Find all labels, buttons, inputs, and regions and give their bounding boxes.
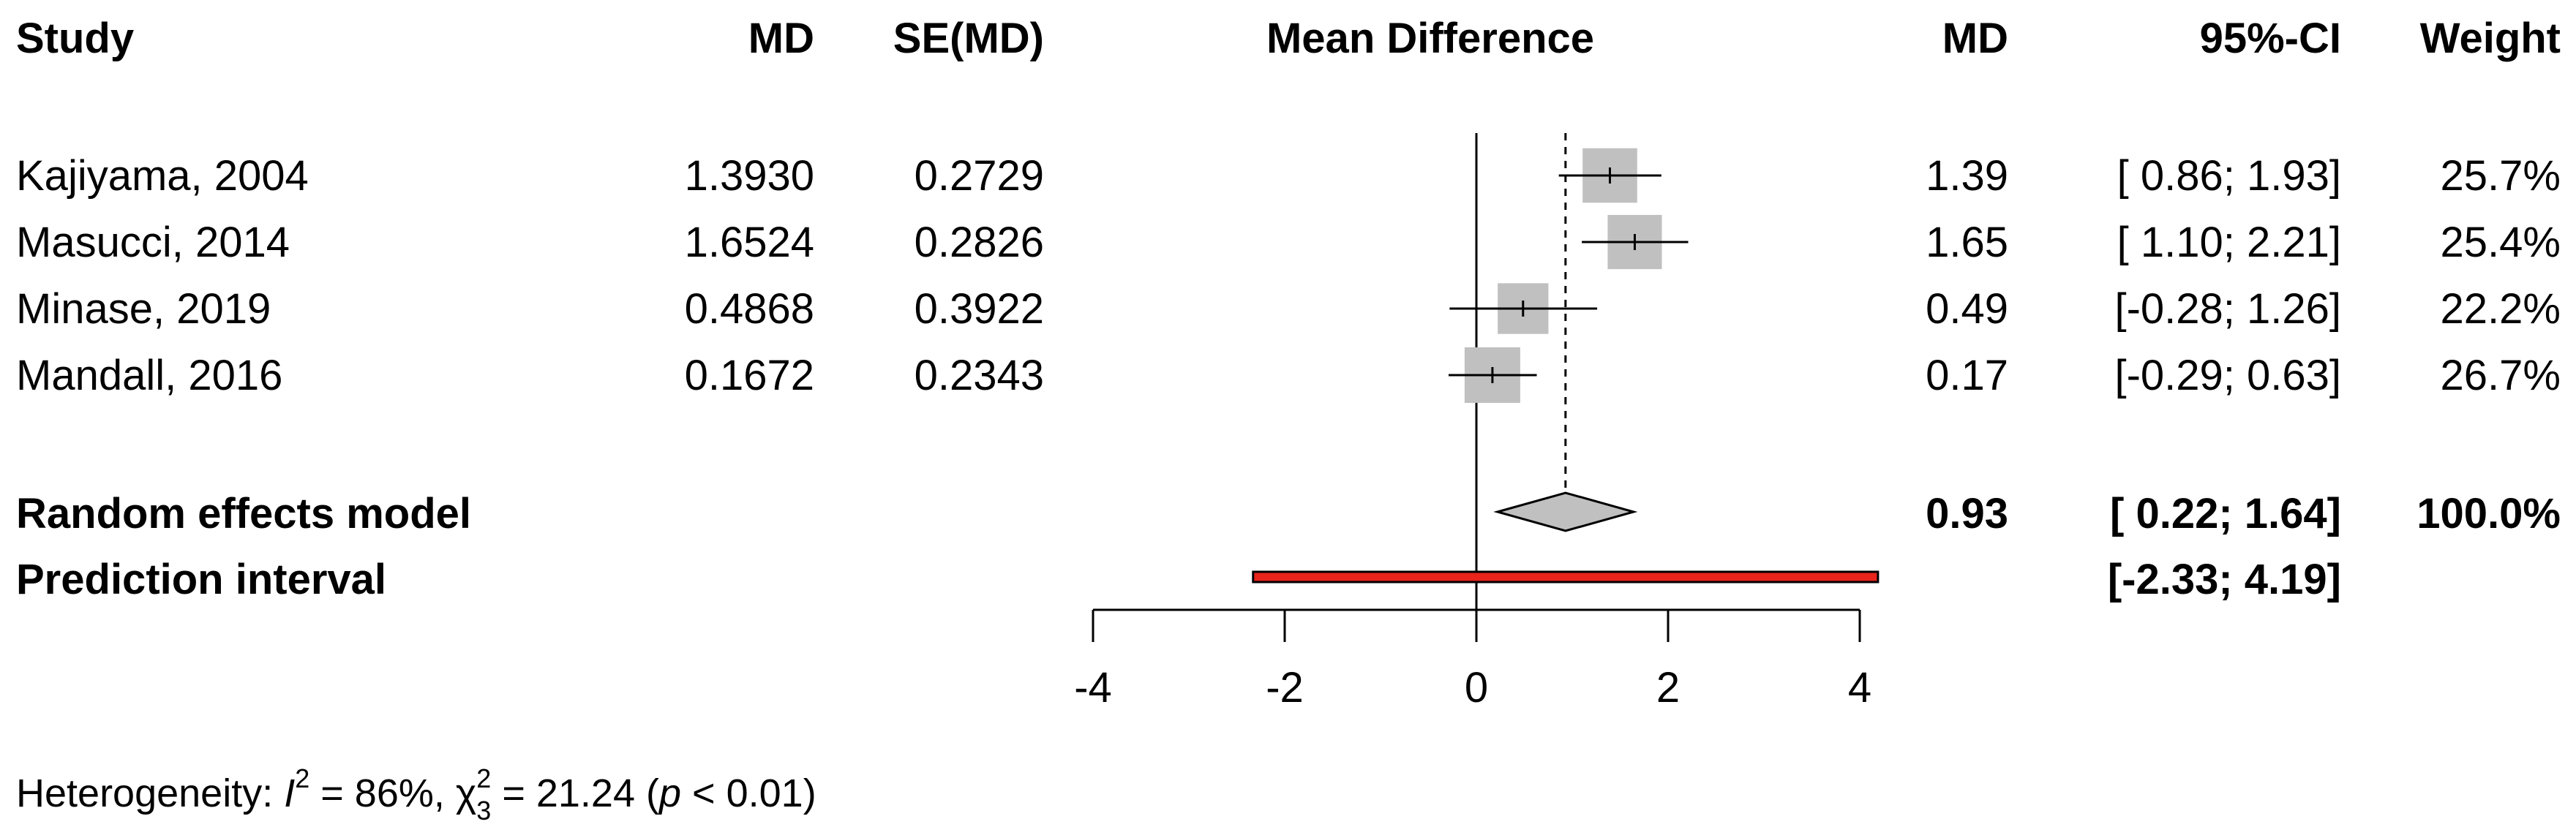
heterogeneity-note: Heterogeneity: I2 = 86%, χ2 3 = 21.24 (p … — [16, 763, 816, 826]
study-md-display: 1.65 — [1926, 219, 2008, 266]
chi-value: = 21.24 ( — [491, 771, 659, 815]
i2-value: = 86%, — [309, 771, 456, 815]
study-se: 0.2343 — [915, 352, 1044, 399]
x-axis-tick-label: 4 — [1848, 664, 1871, 711]
study-se: 0.3922 — [915, 285, 1044, 333]
header-md-right: MD — [1942, 15, 2008, 62]
p-symbol: p — [658, 771, 681, 815]
study-weight: 25.4% — [2441, 219, 2561, 266]
x-axis-tick-label: -2 — [1266, 664, 1304, 711]
prediction-label: Prediction interval — [16, 556, 386, 603]
study-se: 0.2826 — [915, 219, 1044, 266]
header-weight: Weight — [2420, 15, 2561, 62]
chi-exponent: 2 — [476, 763, 491, 793]
prediction-ci: [-2.33; 4.19] — [2108, 556, 2341, 603]
i2-exponent: 2 — [295, 763, 309, 793]
study-weight: 25.7% — [2441, 152, 2561, 200]
summary-rows: Random effects model 0.93 [ 0.22; 1.64] … — [16, 490, 2561, 603]
pooled-weight: 100.0% — [2417, 490, 2561, 537]
header-md: MD — [748, 15, 814, 62]
study-ci: [-0.29; 0.63] — [2114, 352, 2341, 399]
p-value: < 0.01) — [681, 771, 816, 815]
study-ci: [ 1.10; 2.21] — [2117, 219, 2341, 266]
pooled-md: 0.93 — [1926, 490, 2008, 537]
study-label: Mandall, 2016 — [16, 352, 282, 399]
x-axis-tick-label: 0 — [1465, 664, 1488, 711]
study-row: Minase, 2019 0.4868 0.3922 0.49 [-0.28; … — [16, 285, 2561, 333]
study-se: 0.2729 — [915, 152, 1044, 200]
header-ci: 95%-CI — [2200, 15, 2341, 62]
study-ci: [-0.28; 1.26] — [2114, 285, 2341, 333]
pooled-diamond — [1493, 491, 1638, 532]
heterogeneity-prefix: Heterogeneity: — [16, 771, 284, 815]
study-md-display: 0.17 — [1926, 352, 2008, 399]
chi-symbol: χ — [456, 771, 476, 815]
chi-subscript: 3 — [476, 796, 491, 826]
pooled-label: Random effects model — [16, 490, 471, 537]
study-ci: [ 0.86; 1.93] — [2117, 152, 2341, 200]
i2-symbol: I — [284, 771, 295, 815]
study-row: Kajiyama, 2004 1.3930 0.2729 1.39 [ 0.86… — [16, 152, 2561, 200]
study-label: Minase, 2019 — [16, 285, 271, 333]
study-md-display: 0.49 — [1926, 285, 2008, 333]
pooled-ci: [ 0.22; 1.64] — [2110, 490, 2341, 537]
study-md: 0.4868 — [685, 285, 814, 333]
header-study: Study — [16, 15, 134, 62]
header-row: Study MD SE(MD) Mean Difference MD 95%-C… — [16, 15, 2561, 62]
study-label: Kajiyama, 2004 — [16, 152, 309, 200]
study-md: 0.1672 — [685, 352, 814, 399]
header-se: SE(MD) — [893, 15, 1044, 62]
study-md: 1.6524 — [685, 219, 814, 266]
study-label: Masucci, 2014 — [16, 219, 290, 266]
study-md-display: 1.39 — [1926, 152, 2008, 200]
x-axis-tick-label: 2 — [1656, 664, 1680, 711]
study-rows: Kajiyama, 2004 1.3930 0.2729 1.39 [ 0.86… — [16, 152, 2561, 399]
plot-area: -4 -2 0 2 4 — [1074, 133, 1880, 711]
study-weight: 22.2% — [2441, 285, 2561, 333]
x-axis-tick-label: -4 — [1074, 664, 1112, 711]
study-row: Masucci, 2014 1.6524 0.2826 1.65 [ 1.10;… — [16, 219, 2561, 266]
study-md: 1.3930 — [685, 152, 814, 200]
prediction-interval-bar — [1252, 570, 1880, 584]
study-weight: 26.7% — [2441, 352, 2561, 399]
study-row: Mandall, 2016 0.1672 0.2343 0.17 [-0.29;… — [16, 352, 2561, 399]
header-plot-title: Mean Difference — [1266, 15, 1594, 62]
